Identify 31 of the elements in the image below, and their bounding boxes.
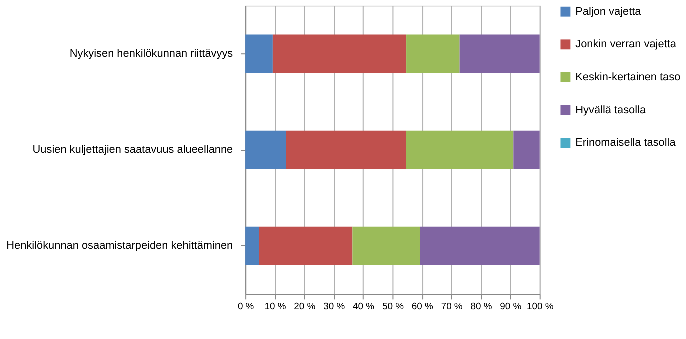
x-tick-label: 30 % [324, 302, 346, 313]
legend-label: Hyvällä tasolla [576, 104, 647, 116]
x-tick-label: 20 % [294, 302, 316, 313]
bar [246, 226, 260, 266]
bar [259, 226, 353, 266]
x-tick-label: 50 % [382, 302, 405, 313]
bar [406, 34, 460, 74]
legend-label: Jonkin verran vajetta [576, 38, 678, 51]
x-tick-label: 10 % [264, 302, 287, 313]
bar [246, 130, 286, 170]
bar [286, 130, 406, 170]
x-tick-label: 60 % [412, 302, 434, 313]
bar [272, 34, 407, 74]
y-tick-label: Uusien kuljettajien saatavuus alueellanne [32, 144, 234, 156]
y-tick-label: Nykyisen henkilökunnan riittävyys [70, 48, 234, 60]
legend-label: Keskin-kertainen taso [576, 71, 681, 84]
legend-label: Erinomaisella tasolla [576, 137, 677, 150]
x-tick-label: 100 % [526, 302, 554, 313]
x-tick-label: 70 % [441, 302, 464, 313]
x-tick-label: 40 % [353, 302, 376, 313]
x-tick-label: 0 % [238, 302, 255, 313]
bar [246, 34, 273, 74]
bar [460, 34, 540, 74]
bar [406, 130, 514, 170]
x-tick-label: 90 % [500, 302, 522, 313]
legend-label: Paljon vajetta [576, 6, 642, 18]
bar [420, 226, 540, 266]
bar [352, 226, 420, 266]
x-tick-label: 80 % [470, 302, 493, 313]
y-tick-label: Henkilökunnan osaamistarpeiden kehittäminen [6, 240, 234, 252]
bar [514, 130, 540, 170]
